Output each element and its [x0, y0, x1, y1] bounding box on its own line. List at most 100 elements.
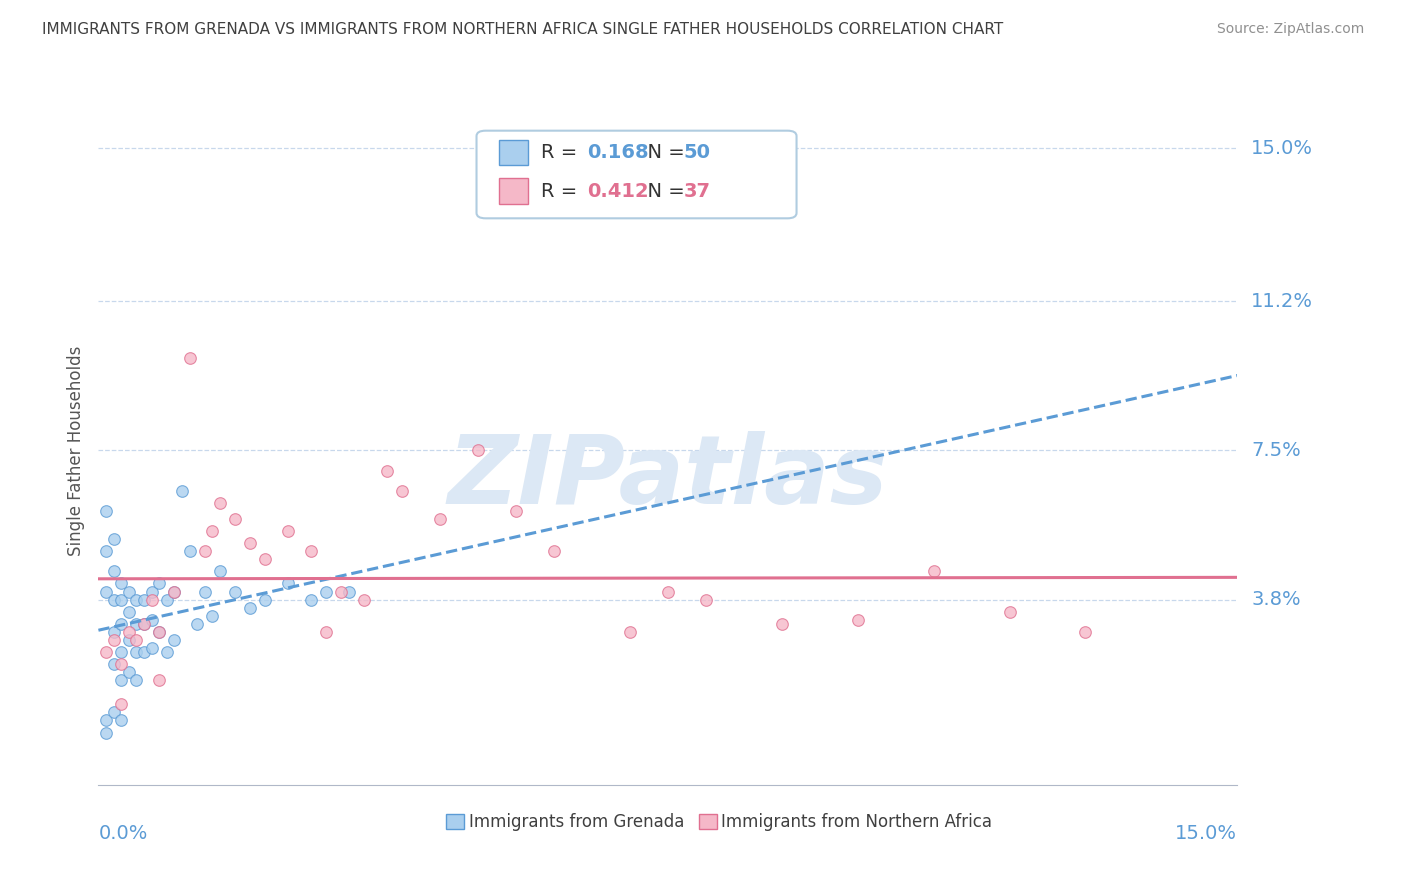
Point — [110, 673, 132, 688]
Text: N =: N = — [636, 143, 690, 162]
Point — [103, 632, 125, 647]
Point — [103, 657, 125, 671]
Point — [125, 632, 148, 647]
Point — [299, 544, 322, 558]
Text: 0.412: 0.412 — [586, 181, 648, 201]
Point — [110, 657, 132, 671]
Point — [375, 464, 398, 478]
Y-axis label: Single Father Households: Single Father Households — [66, 345, 84, 556]
Bar — [499, 140, 527, 165]
FancyBboxPatch shape — [477, 130, 797, 219]
Point — [467, 443, 489, 458]
Bar — [699, 814, 717, 830]
Text: R =: R = — [541, 181, 583, 201]
Point — [118, 632, 141, 647]
Point — [125, 673, 148, 688]
Point — [148, 673, 170, 688]
Point — [163, 632, 186, 647]
Point — [110, 616, 132, 631]
Text: 37: 37 — [683, 181, 711, 201]
Text: 0.0%: 0.0% — [98, 824, 148, 843]
Point — [110, 576, 132, 591]
Point — [148, 624, 170, 639]
Point — [125, 592, 148, 607]
Point — [103, 706, 125, 720]
Point — [179, 544, 201, 558]
Point — [156, 592, 179, 607]
Point — [132, 616, 155, 631]
Point — [118, 584, 141, 599]
Point — [208, 565, 231, 579]
Point — [224, 512, 246, 526]
Text: 15.0%: 15.0% — [1175, 824, 1237, 843]
Point — [657, 584, 679, 599]
Point — [141, 584, 163, 599]
Text: Immigrants from Grenada: Immigrants from Grenada — [468, 813, 683, 830]
Point — [277, 576, 299, 591]
Point — [141, 592, 163, 607]
Text: 11.2%: 11.2% — [1251, 292, 1313, 310]
Point — [254, 592, 277, 607]
Point — [922, 565, 945, 579]
Point — [505, 504, 527, 518]
Point — [315, 624, 337, 639]
Point — [208, 496, 231, 510]
Point — [141, 640, 163, 655]
Point — [695, 592, 717, 607]
Point — [94, 714, 117, 728]
Point — [543, 544, 565, 558]
Point — [118, 605, 141, 619]
Point — [132, 616, 155, 631]
Text: 0.168: 0.168 — [586, 143, 648, 162]
Point — [94, 504, 117, 518]
Point — [201, 608, 224, 623]
Point — [299, 592, 322, 607]
Point — [103, 592, 125, 607]
Point — [619, 624, 641, 639]
Point — [132, 645, 155, 659]
Point — [103, 624, 125, 639]
Point — [239, 536, 262, 550]
Point — [163, 584, 186, 599]
Point — [179, 351, 201, 365]
Point — [770, 616, 793, 631]
Point — [330, 584, 353, 599]
Point — [163, 584, 186, 599]
Point — [224, 584, 246, 599]
Point — [239, 600, 262, 615]
Point — [118, 665, 141, 679]
Point — [148, 624, 170, 639]
Text: 15.0%: 15.0% — [1251, 138, 1313, 158]
Text: ZIPatlas: ZIPatlas — [447, 431, 889, 524]
Point — [110, 592, 132, 607]
Point — [110, 645, 132, 659]
Point — [277, 524, 299, 538]
Point — [141, 613, 163, 627]
Text: N =: N = — [636, 181, 690, 201]
Point — [315, 584, 337, 599]
Point — [94, 584, 117, 599]
Point — [353, 592, 375, 607]
Text: 7.5%: 7.5% — [1251, 441, 1301, 460]
Bar — [446, 814, 464, 830]
Point — [998, 605, 1021, 619]
Point — [156, 645, 179, 659]
Point — [132, 592, 155, 607]
Point — [110, 698, 132, 712]
Point — [94, 544, 117, 558]
Point — [1074, 624, 1097, 639]
Point — [125, 645, 148, 659]
Point — [103, 565, 125, 579]
Text: Immigrants from Northern Africa: Immigrants from Northern Africa — [721, 813, 993, 830]
Point — [846, 613, 869, 627]
Point — [194, 544, 217, 558]
Point — [103, 532, 125, 546]
Point — [337, 584, 360, 599]
Point — [186, 616, 208, 631]
Point — [148, 576, 170, 591]
Point — [429, 512, 451, 526]
Bar — [499, 178, 527, 203]
Point — [194, 584, 217, 599]
Text: R =: R = — [541, 143, 583, 162]
Text: 50: 50 — [683, 143, 711, 162]
